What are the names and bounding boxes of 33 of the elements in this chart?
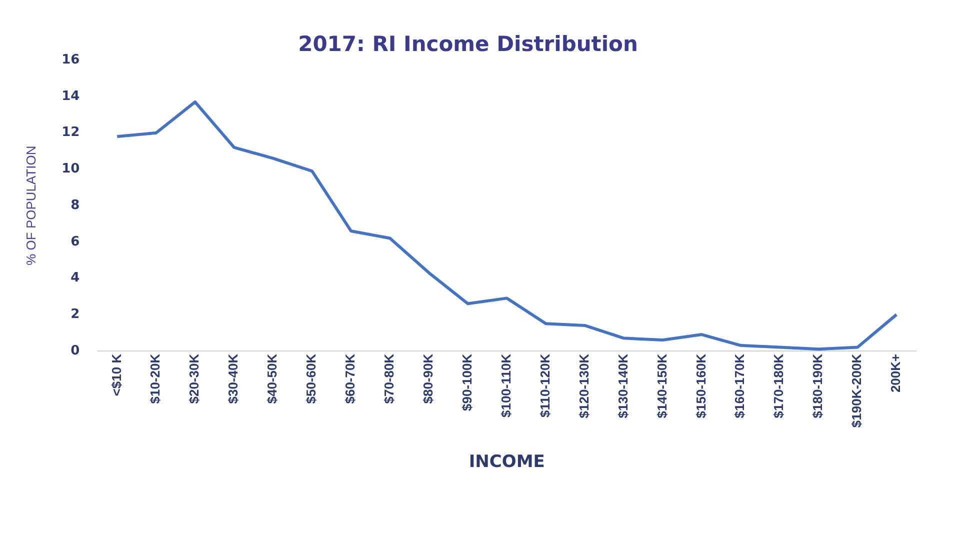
chart-title: 2017: RI Income Distribution	[298, 32, 638, 56]
y-tick-label: 2	[70, 306, 80, 322]
y-tick-label: 4	[70, 270, 80, 286]
x-tick-label: $140-150K	[654, 353, 670, 418]
y-tick-label: 6	[70, 234, 80, 250]
y-tick-label: 0	[70, 343, 80, 358]
x-axis-title: INCOME	[468, 452, 545, 472]
y-axis-title: % OF POPULATION	[23, 146, 38, 266]
y-tick-label: 14	[62, 88, 80, 104]
x-tick-label: $90-100K	[459, 353, 474, 411]
x-tick-label: 200K+	[888, 353, 904, 393]
x-tick-label: $50-60K	[304, 353, 319, 404]
x-tick-label: $30-40K	[226, 353, 241, 404]
y-tick-label: 16	[62, 52, 80, 68]
x-tick-label: $20-30K	[186, 353, 202, 404]
y-tick-label: 10	[62, 162, 80, 177]
x-tick-label: $80-90K	[420, 353, 436, 404]
x-tick-label: $40-50K	[264, 353, 280, 404]
x-tick-label: $10-20K	[148, 353, 163, 404]
x-tick-label: $150-160K	[693, 353, 708, 418]
x-tick-label: $160-170K	[732, 353, 748, 418]
x-tick-label: $70-80K	[382, 353, 397, 404]
y-tick-label: 8	[70, 198, 80, 213]
x-tick-label: $110-120K	[537, 353, 552, 418]
x-tick-label: $190K-200K	[849, 353, 864, 428]
x-tick-label: $100-110K	[498, 353, 514, 418]
x-tick-label: $130-140K	[615, 353, 630, 418]
x-tick-label: $120-130K	[576, 353, 592, 418]
y-tick-label: 12	[62, 125, 80, 140]
x-tick-label: $170-180K	[771, 353, 786, 418]
x-tick-label: $60-70K	[342, 353, 358, 404]
x-tick-label: <$10 K	[108, 353, 124, 396]
x-tick-label: $180-190K	[810, 353, 826, 418]
